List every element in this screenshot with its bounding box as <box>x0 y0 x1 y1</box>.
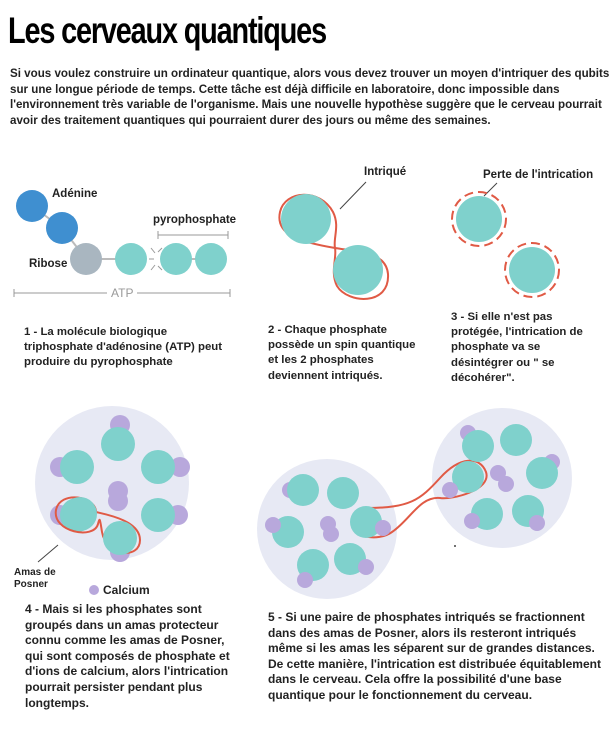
phosphate-molecule <box>333 245 383 295</box>
caption-5: 5 - Si une paire de phosphates intriqués… <box>268 610 601 702</box>
pyrophosphate-label: pyrophosphate <box>153 214 237 226</box>
phosphate-molecule <box>115 243 147 275</box>
ribose-label: Ribose <box>29 258 68 270</box>
phosphate-molecule <box>509 247 555 293</box>
ribose-molecule <box>70 243 102 275</box>
posner-cluster <box>35 406 190 595</box>
intro-text: Si vous voulez construire un ordinateur … <box>10 67 610 127</box>
caption-4: 4 - Mais si les phosphates sont groupés … <box>25 602 230 710</box>
atp-molecule <box>13 190 231 297</box>
phosphate-molecule <box>281 194 331 244</box>
distributed-clusters <box>257 408 572 599</box>
decoherence-label: Perte de l'intrication <box>483 169 594 181</box>
bond-break-mark <box>149 247 163 271</box>
caption-2: 2 - Chaque phosphate possède un spin qua… <box>268 324 416 382</box>
amas-de-posner-label: Amas de Posner <box>14 567 56 590</box>
entangled-pair <box>278 181 390 300</box>
caption-3: 3 - Si elle n'est pas protégée, l'intric… <box>451 311 583 384</box>
intrique-label: Intriqué <box>364 166 407 178</box>
adenine-molecule <box>16 190 48 222</box>
phosphate-molecule <box>160 243 192 275</box>
page-title: Les cerveaux quantiques <box>8 10 327 51</box>
adenine-molecule <box>46 212 78 244</box>
caption-1: 1 - La molécule biologique triphosphate … <box>24 326 223 369</box>
phosphate-molecule <box>195 243 227 275</box>
calcium-legend-dot <box>89 585 99 595</box>
calcium-label: Calcium <box>103 583 150 597</box>
phosphate-molecule <box>456 196 502 242</box>
decoherent-pair <box>451 182 560 298</box>
atp-label: ATP <box>111 286 134 300</box>
adenine-label: Adénine <box>52 188 98 200</box>
